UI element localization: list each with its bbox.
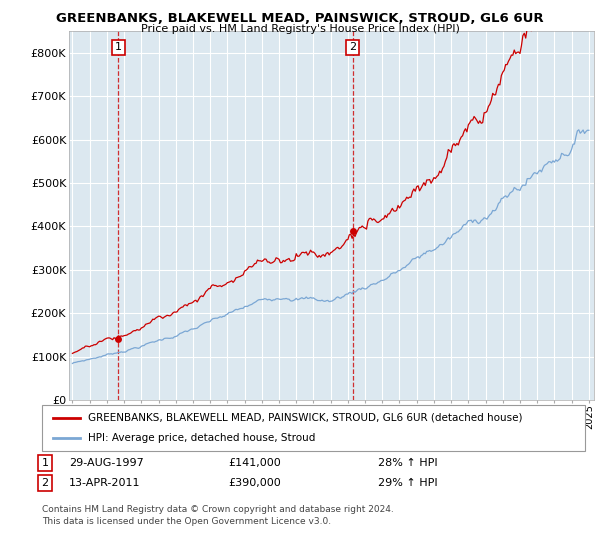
Text: 1: 1 (115, 43, 122, 53)
Text: GREENBANKS, BLAKEWELL MEAD, PAINSWICK, STROUD, GL6 6UR (detached house): GREENBANKS, BLAKEWELL MEAD, PAINSWICK, S… (88, 413, 523, 423)
Text: £390,000: £390,000 (228, 478, 281, 488)
Text: 29-AUG-1997: 29-AUG-1997 (69, 458, 144, 468)
FancyBboxPatch shape (42, 405, 585, 451)
Text: 29% ↑ HPI: 29% ↑ HPI (378, 478, 437, 488)
Text: Price paid vs. HM Land Registry's House Price Index (HPI): Price paid vs. HM Land Registry's House … (140, 24, 460, 34)
Text: GREENBANKS, BLAKEWELL MEAD, PAINSWICK, STROUD, GL6 6UR: GREENBANKS, BLAKEWELL MEAD, PAINSWICK, S… (56, 12, 544, 25)
Text: Contains HM Land Registry data © Crown copyright and database right 2024.
This d: Contains HM Land Registry data © Crown c… (42, 505, 394, 526)
Text: 1: 1 (41, 458, 49, 468)
Text: £141,000: £141,000 (228, 458, 281, 468)
Text: HPI: Average price, detached house, Stroud: HPI: Average price, detached house, Stro… (88, 433, 316, 443)
Text: 2: 2 (349, 43, 356, 53)
Text: 2: 2 (41, 478, 49, 488)
Text: 28% ↑ HPI: 28% ↑ HPI (378, 458, 437, 468)
Text: 13-APR-2011: 13-APR-2011 (69, 478, 140, 488)
